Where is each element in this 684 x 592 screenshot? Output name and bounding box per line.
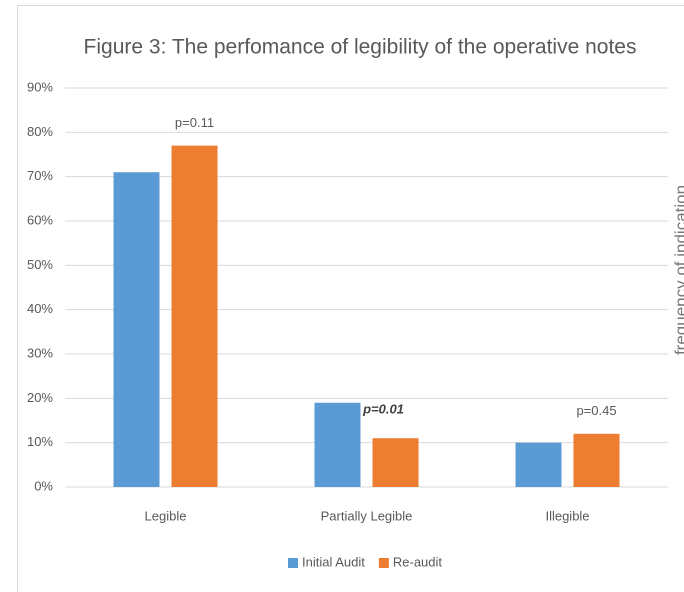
y-tick-label: 20% <box>27 390 53 405</box>
y-tick-label: 60% <box>27 212 53 227</box>
side-text: frequency of indication <box>671 185 684 355</box>
bar <box>171 145 218 487</box>
annotation: p=0.45 <box>576 403 616 418</box>
bar <box>314 402 361 487</box>
y-tick-label: 90% <box>27 79 53 94</box>
legend-swatch <box>378 558 389 568</box>
bar <box>573 433 620 487</box>
bar <box>515 442 562 487</box>
legend-label: Initial Audit <box>302 554 365 569</box>
annotation: p=0.11 <box>175 115 214 130</box>
y-tick-label: 0% <box>34 478 53 493</box>
bar <box>113 172 160 487</box>
chart-title: Figure 3: The perfomance of legibility o… <box>84 36 637 59</box>
y-tick-label: 70% <box>27 168 53 183</box>
y-tick-label: 40% <box>27 301 53 316</box>
x-tick-label: Legible <box>145 508 187 523</box>
legend-swatch <box>288 558 298 568</box>
y-tick-label: 80% <box>27 124 53 139</box>
annotation: p=0.01 <box>362 402 404 417</box>
x-tick-label: Illegible <box>545 508 589 523</box>
y-tick-label: 50% <box>27 257 53 272</box>
y-tick-label: 10% <box>27 434 53 449</box>
y-tick-label: 30% <box>27 345 53 360</box>
x-tick-label: Partially Legible <box>321 508 413 523</box>
bar <box>372 438 419 487</box>
legend-label: Re-audit <box>393 554 443 569</box>
